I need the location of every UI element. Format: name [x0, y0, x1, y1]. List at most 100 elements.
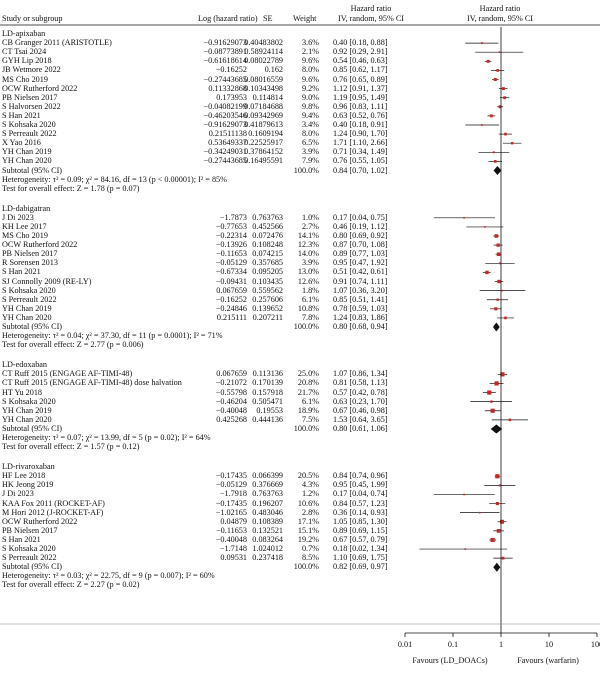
study-se: 0.162 — [264, 65, 283, 75]
study-hr-ci: 0.85 [0.62, 1.17] — [333, 65, 388, 75]
study-weight: 2.7% — [301, 221, 319, 231]
x-tick-label: 0.1 — [447, 640, 459, 649]
study-loghr: 0.04879 — [220, 516, 247, 526]
study-hr-ci: 1.24 [0.83, 1.86] — [333, 312, 388, 322]
x-tick-label: 100 — [590, 640, 600, 649]
favours-left-label: Favours (LD_DOACs) — [412, 656, 488, 665]
study-hr-ci: 1.19 [0.95, 1.49] — [333, 92, 388, 102]
study-hr-ci: 0.95 [0.45, 1.99] — [333, 480, 388, 490]
study-name: S Perreault 2022 — [2, 553, 57, 563]
study-name: JB Wetmore 2022 — [2, 65, 61, 75]
subtotal-hr-ci: 0.84 [0.70, 1.02] — [333, 165, 388, 175]
study-loghr: 0.215111 — [216, 312, 247, 322]
study-weight: 10.6% — [297, 498, 319, 508]
effect-square — [487, 390, 492, 395]
subtotal-weight: 100.0% — [293, 562, 319, 572]
study-se: 0.207211 — [252, 312, 283, 322]
study-se: 0.103435 — [252, 276, 283, 286]
study-loghr: −0.16252 — [215, 65, 247, 75]
study-hr-ci: 0.92 [0.29, 2.91] — [333, 47, 388, 57]
effect-square — [508, 418, 512, 422]
study-hr-ci: 0.17 [0.04, 0.74] — [333, 489, 388, 499]
study-weight: 1.8% — [301, 285, 319, 295]
effect-square — [498, 262, 501, 265]
study-name: S Halvorsen 2022 — [2, 101, 61, 111]
study-hr-ci: 0.57 [0.42, 0.78] — [333, 387, 388, 397]
study-name: MS Cho 2019 — [2, 74, 48, 84]
study-weight: 10.8% — [297, 303, 319, 313]
study-name: PB Nielsen 2017 — [2, 525, 58, 535]
study-se: 0.357685 — [252, 258, 283, 268]
study-se: 0.763763 — [252, 489, 283, 499]
study-name: S Perreault 2022 — [2, 129, 57, 139]
study-loghr: −1.7148 — [219, 544, 247, 554]
study-weight: 9.2% — [301, 83, 319, 93]
study-weight: 3.4% — [301, 120, 319, 129]
study-hr-ci: 0.40 [0.18, 0.88] — [333, 38, 388, 48]
subtotal-weight: 100.0% — [293, 165, 319, 175]
effect-square — [497, 279, 501, 284]
effect-square — [464, 548, 467, 550]
group-title: LD-apixaban — [2, 29, 46, 38]
effect-square — [495, 502, 499, 506]
group-title: LD-rivaroxaban — [2, 462, 55, 472]
study-weight: 13.0% — [297, 267, 319, 277]
study-name: R Sorensen 2013 — [2, 258, 58, 268]
study-name: YH Chan 2020 — [2, 312, 52, 322]
study-hr-ci: 1.07 [0.86, 1.34] — [333, 369, 388, 379]
weight-column-header: Weight — [293, 14, 317, 23]
hr-column-subtitle: IV, random, 95% CI — [337, 14, 405, 23]
plot-column-subtitle: IV, random, 95% CI — [466, 14, 534, 23]
study-loghr: −0.34249031 — [203, 147, 247, 157]
study-weight: 2.1% — [301, 47, 319, 57]
study-se: 0.170139 — [252, 378, 283, 388]
study-se: 0.58924114 — [244, 47, 283, 57]
effect-square — [494, 234, 499, 238]
subtotal-hr-ci: 0.80 [0.68, 0.94] — [333, 322, 388, 332]
study-se: 0.114814 — [252, 92, 283, 102]
study-weight: 15.1% — [297, 525, 319, 535]
effect-square — [493, 78, 497, 81]
effect-square — [485, 270, 489, 275]
effect-square — [478, 511, 481, 514]
study-name: CB Granger 2011 (ARISTOTLE) — [2, 38, 112, 48]
loghr-column-header: Log (hazard ratio) — [198, 14, 258, 23]
study-loghr: −0.46203546 — [203, 110, 247, 120]
subtotal-diamond — [492, 322, 500, 332]
study-weight: 4.3% — [301, 480, 319, 490]
study-name: PB Nielsen 2017 — [2, 92, 58, 102]
study-name: CT Ruff 2015 (ENGAGE AF-TIMI-48) — [2, 369, 133, 379]
study-se: 0.1609194 — [248, 129, 283, 139]
study-hr-ci: 1.71 [1.10, 2.66] — [333, 138, 388, 148]
study-name: MS Cho 2019 — [2, 231, 48, 241]
study-weight: 21.7% — [297, 387, 319, 397]
study-se: 0.072476 — [252, 231, 283, 241]
study-weight: 8.0% — [301, 129, 319, 139]
effect-square — [504, 316, 507, 320]
study-name: S Kohsaka 2020 — [2, 120, 56, 129]
study-name: OCW Rutherford 2022 — [2, 83, 78, 93]
study-loghr: −0.24846 — [215, 303, 247, 313]
study-loghr: −1.7918 — [219, 489, 247, 499]
study-se: 0.108248 — [252, 240, 283, 250]
overall-effect-test: Test for overall effect: Z = 1.57 (p = 0… — [2, 442, 140, 452]
effect-square — [496, 69, 499, 72]
study-se: 0.08022789 — [244, 56, 283, 66]
subtotal-weight: 100.0% — [293, 322, 319, 332]
study-hr-ci: 0.81 [0.58, 1.13] — [333, 378, 388, 388]
effect-square — [500, 519, 504, 524]
study-loghr: −0.67334 — [215, 267, 247, 277]
study-column-header: Study or subgroup — [2, 14, 63, 23]
study-se: 0.108389 — [252, 516, 283, 526]
study-hr-ci: 0.89 [0.69, 1.15] — [333, 525, 388, 535]
study-weight: 1.2% — [301, 489, 319, 499]
study-hr-ci: 0.46 [0.19, 1.12] — [333, 221, 388, 231]
study-se: 0.40483802 — [244, 38, 283, 48]
subtotal-weight: 100.0% — [293, 423, 319, 433]
study-weight: 7.8% — [301, 312, 319, 322]
study-loghr: −0.16252 — [215, 294, 247, 304]
study-loghr: −0.61618614 — [203, 56, 247, 66]
hr-column-title: Hazard ratio — [350, 4, 392, 13]
study-loghr: −0.55798 — [215, 387, 247, 397]
